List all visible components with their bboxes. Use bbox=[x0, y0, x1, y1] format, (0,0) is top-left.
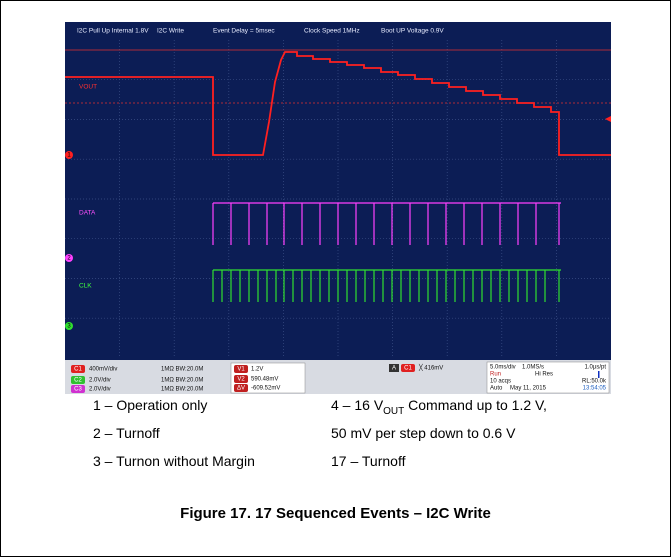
run-state: Run bbox=[490, 372, 501, 378]
record-length: RL:50.0k bbox=[582, 379, 607, 385]
resolution: 1.0µs/pt bbox=[585, 365, 607, 371]
note: 17 – Turnoff bbox=[331, 453, 405, 469]
cursor-id: V1 bbox=[237, 367, 245, 373]
note: 50 mV per step down to 0.6 V bbox=[331, 425, 515, 441]
note: 3 – Turnon without Margin bbox=[93, 453, 255, 469]
cursor-id: V2 bbox=[237, 377, 245, 383]
header-label: Event Delay = 5msec bbox=[213, 28, 275, 35]
trigger-mode: A bbox=[392, 366, 396, 372]
cursor-value: 1.2V bbox=[251, 367, 263, 373]
scope-header: I2C Pull Up Internal 1.8V I2C Write Even… bbox=[77, 28, 444, 35]
figure-page: I2C Pull Up Internal 1.8V I2C Write Even… bbox=[0, 0, 671, 557]
cursor-id: ΔV bbox=[237, 386, 245, 392]
scope-screen: I2C Pull Up Internal 1.8V I2C Write Even… bbox=[65, 22, 611, 394]
trigger-state: Auto bbox=[490, 386, 503, 392]
acq-mode: Hi Res bbox=[535, 372, 553, 378]
display bbox=[65, 22, 611, 360]
trigger-icon bbox=[598, 371, 600, 378]
header-label: I2C Pull Up Internal 1.8V bbox=[77, 28, 149, 35]
note: 2 – Turnoff bbox=[93, 425, 160, 441]
caption: Figure 17. 17 Sequenced Events – I2C Wri… bbox=[1, 505, 670, 522]
trigger-level: ╳ 416mV bbox=[418, 364, 443, 372]
header-label: Boot UP Voltage 0.9V bbox=[381, 28, 444, 35]
channel-scale: 2.0V/div bbox=[89, 378, 111, 384]
time: 13:54:05 bbox=[583, 386, 607, 392]
trigger-source: C1 bbox=[404, 366, 412, 372]
channel-id: C3 bbox=[74, 387, 82, 393]
cursor-value: 590.48mV bbox=[251, 377, 278, 383]
channel-input: 1MΩ BW:20.0M bbox=[161, 378, 203, 384]
note: 1 – Operation only bbox=[93, 397, 207, 413]
channel-id: C1 bbox=[74, 367, 82, 373]
note-text: 4 – 16 V bbox=[331, 397, 383, 413]
header-label: Clock Speed 1MHz bbox=[304, 28, 360, 35]
trace-label: DATA bbox=[79, 210, 96, 217]
channel-scale: 400mV/div bbox=[89, 367, 117, 373]
channel-input: 1MΩ BW:20.0M bbox=[161, 367, 203, 373]
note-subscript: OUT bbox=[383, 406, 404, 417]
trace-label: CLK bbox=[79, 283, 92, 290]
channel-scale: 2.0V/div bbox=[89, 387, 111, 393]
timebase-scale: 5.0ms/div bbox=[490, 365, 516, 371]
cursor-value: -609.52mV bbox=[251, 386, 280, 392]
channel-id: C2 bbox=[74, 378, 82, 384]
sample-rate: 1.0MS/s bbox=[522, 365, 544, 371]
acquisitions: 10 acqs bbox=[490, 379, 511, 385]
header-label: I2C Write bbox=[157, 28, 184, 35]
note-text: Command up to 1.2 V, bbox=[404, 397, 547, 413]
date: May 11, 2015 bbox=[510, 386, 547, 392]
trace-label: VOUT bbox=[79, 84, 97, 91]
channel-input: 1MΩ BW:20.0M bbox=[161, 387, 203, 393]
note: 4 – 16 VOUT Command up to 1.2 V, bbox=[331, 397, 547, 417]
